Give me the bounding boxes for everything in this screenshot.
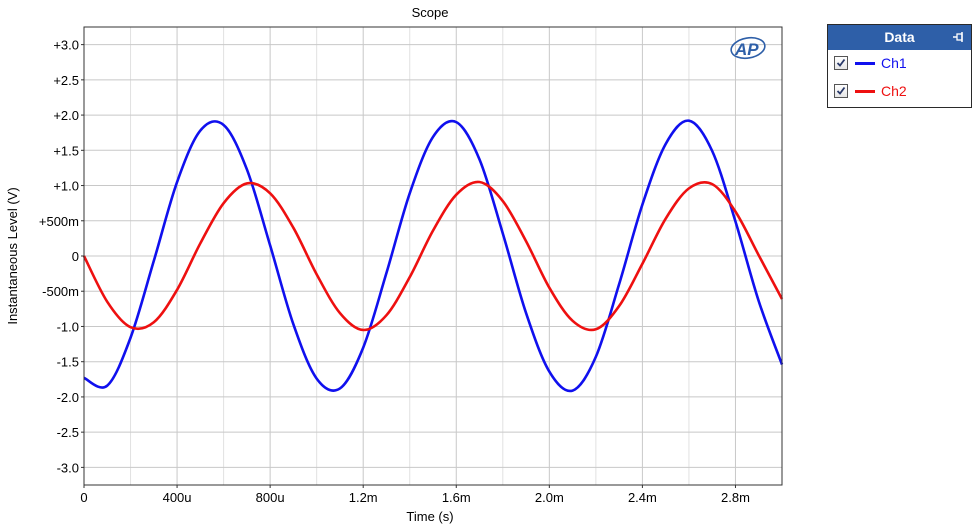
ap-logo: AP	[730, 36, 766, 60]
y-tick-label: +2.0	[53, 108, 79, 123]
pin-icon[interactable]	[952, 30, 966, 44]
x-tick-label: 0	[80, 490, 87, 505]
ch2-label: Ch2	[881, 83, 907, 99]
legend-header: Data	[828, 25, 971, 50]
ch2-checkbox[interactable]	[834, 84, 848, 98]
legend-item-ch2[interactable]: Ch2	[828, 78, 971, 106]
ch1-label: Ch1	[881, 55, 907, 71]
checkmark-icon	[836, 86, 846, 95]
ch2-line-swatch	[855, 90, 875, 93]
x-tick-label: 800u	[256, 490, 285, 505]
y-tick-label: +1.5	[53, 143, 79, 158]
series-line-ch1	[83, 119, 784, 393]
y-tick-label: +500m	[39, 214, 79, 229]
y-tick-label: -500m	[42, 284, 79, 299]
legend-panel: Data Ch1 Ch2	[827, 24, 972, 108]
y-tick-label: 0	[72, 249, 79, 264]
y-tick-label: -2.5	[57, 425, 79, 440]
x-tick-label: 400u	[163, 490, 192, 505]
checkmark-icon	[836, 58, 846, 67]
y-axis-label: Instantaneous Level (V)	[5, 187, 20, 324]
series-line-ch2	[82, 180, 784, 332]
y-tick-label: -3.0	[57, 460, 79, 475]
chart-title: Scope	[412, 5, 449, 20]
series-layer	[82, 119, 784, 393]
y-tick-label: -1.5	[57, 355, 79, 370]
x-tick-label: 2.0m	[535, 490, 564, 505]
y-tick-label: +2.5	[53, 73, 79, 88]
ch1-checkbox[interactable]	[834, 56, 848, 70]
x-tick-label: 2.4m	[628, 490, 657, 505]
legend-title: Data	[884, 29, 915, 45]
x-tick-label: 1.6m	[442, 490, 471, 505]
x-tick-label: 1.2m	[349, 490, 378, 505]
svg-text:AP: AP	[734, 40, 759, 59]
legend-item-ch1[interactable]: Ch1	[828, 50, 971, 78]
y-tick-label: -2.0	[57, 390, 79, 405]
y-tick-label: -1.0	[57, 319, 79, 334]
x-tick-label: 2.8m	[721, 490, 750, 505]
x-axis-ticks: 0 400u 800u 1.2m 1.6m 2.0m 2.4m 2.8m	[80, 485, 750, 505]
x-axis-label: Time (s)	[406, 509, 453, 524]
y-tick-label: +3.0	[53, 38, 79, 53]
ch1-line-swatch	[855, 62, 875, 65]
y-axis-ticks: +3.0 +2.5 +2.0 +1.5 +1.0 +500m 0 -500m -1.0 -1.5 -…	[39, 38, 84, 475]
y-tick-label: +1.0	[53, 179, 79, 194]
